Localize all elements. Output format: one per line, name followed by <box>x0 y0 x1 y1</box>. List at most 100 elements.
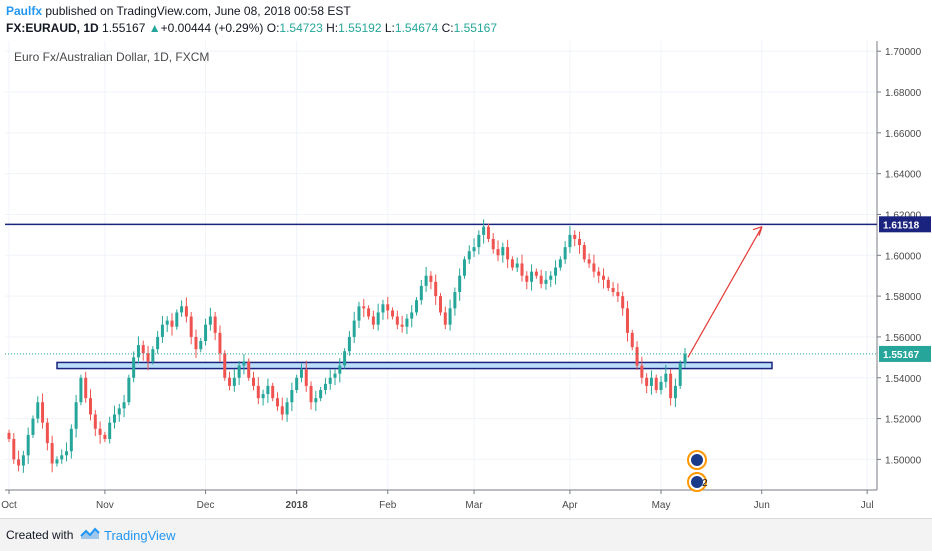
candle-body <box>17 459 21 466</box>
candle-body <box>520 263 524 276</box>
price-chart[interactable]: 1.50000 1.52000 1.54000 1.56000 1.58000 1.600… <box>0 38 932 518</box>
candle-body <box>649 377 653 386</box>
resistance-price-tag <box>879 216 931 233</box>
candle-body <box>578 238 582 246</box>
y-tick-label: 1.52000 <box>885 415 922 426</box>
candle-body <box>232 377 236 386</box>
candle-body <box>180 306 184 313</box>
candle-body <box>568 234 572 248</box>
candle-body <box>156 336 160 350</box>
candle-body <box>84 377 88 399</box>
y-tick-label: 1.68000 <box>885 88 922 99</box>
candle-body <box>530 271 534 282</box>
x-tick-label: Mar <box>465 500 483 511</box>
x-tick-label: Jun <box>754 500 770 511</box>
candle-body <box>554 267 558 276</box>
candle-body <box>625 308 629 333</box>
candle-body <box>611 287 615 293</box>
candle-body <box>93 414 97 429</box>
candle-body <box>160 324 164 337</box>
candle-body <box>664 373 668 382</box>
candle-body <box>448 308 452 325</box>
candle-body <box>429 275 433 282</box>
candle-body <box>204 324 208 342</box>
candle-body <box>112 414 116 423</box>
candle-body <box>208 316 212 325</box>
candle-body <box>558 259 562 268</box>
tradingview-logo-icon[interactable] <box>80 526 100 542</box>
candle-body <box>218 332 222 354</box>
candle-body <box>683 353 687 364</box>
author-link[interactable]: Paulfx <box>6 4 43 18</box>
candle-body <box>21 455 25 466</box>
y-tick-label: 1.62000 <box>885 210 922 221</box>
candle-body <box>55 459 59 464</box>
support-zone <box>56 361 773 370</box>
candle-body <box>223 353 227 378</box>
candle-body <box>405 318 409 327</box>
low-value: 1.54674 <box>394 21 439 35</box>
candle-body <box>184 306 188 317</box>
candle-body <box>347 336 351 352</box>
candle-body <box>228 377 232 386</box>
candle-body <box>482 226 486 235</box>
y-tick-label: 1.64000 <box>885 170 922 181</box>
candle-body <box>443 312 447 325</box>
candle-body <box>31 418 35 435</box>
candle-body <box>266 385 270 395</box>
event-count-badge: 2 <box>702 478 708 489</box>
candle-body <box>213 316 217 333</box>
x-tick-label: 2018 <box>286 500 309 511</box>
candle-body <box>367 308 371 317</box>
y-tick-label: 1.70000 <box>885 47 922 58</box>
candle-body <box>170 320 174 327</box>
candle-body <box>659 381 663 390</box>
chart-header: Paulfx published on TradingView.com, Jun… <box>0 0 932 38</box>
candle-body <box>510 259 514 268</box>
candle-body <box>74 402 78 429</box>
symbol-quote-line: FX:EURAUD, 1D 1.55167 ▲+0.00444 (+0.29%)… <box>6 21 497 35</box>
candle-body <box>573 234 577 239</box>
candle-body <box>299 369 303 378</box>
candle-body <box>79 377 83 403</box>
x-tick-label: Dec <box>197 500 215 511</box>
symbol-name: FX:EURAUD, 1D <box>6 21 99 35</box>
candle-body <box>242 361 246 366</box>
candle-body <box>45 422 49 444</box>
candle-body <box>295 377 299 390</box>
candle-body <box>69 428 73 452</box>
candle-body <box>89 398 93 415</box>
candle-body <box>395 316 399 325</box>
tradingview-brand-link[interactable]: TradingView <box>104 528 176 543</box>
candle-body <box>333 373 337 378</box>
x-tick-label: Feb <box>379 500 397 511</box>
y-tick-label: 1.54000 <box>885 374 922 385</box>
candle-body <box>357 306 361 321</box>
candle-body <box>252 377 256 386</box>
candle-body <box>127 377 131 403</box>
y-tick-label: 1.60000 <box>885 251 922 262</box>
last-price-label: 1.55167 <box>883 350 920 361</box>
projection-arrow <box>687 226 763 358</box>
candle-body <box>275 398 279 407</box>
candle-body <box>146 353 150 362</box>
candle-body <box>328 377 332 384</box>
candle-body <box>654 377 658 390</box>
candle-body <box>290 389 294 403</box>
candle-body <box>371 316 375 325</box>
candle-body <box>117 408 121 415</box>
candle-body <box>323 383 327 390</box>
candle-body <box>630 332 634 348</box>
candle-body <box>486 226 490 239</box>
candle-body <box>458 275 462 293</box>
candle-body <box>280 406 284 415</box>
candle-body <box>304 369 308 386</box>
x-tick-label: Jul <box>861 500 874 511</box>
y-tick-label: 1.50000 <box>885 455 922 466</box>
open-value: 1.54723 <box>279 21 323 35</box>
candle-body <box>194 336 198 350</box>
candle-body <box>673 385 677 399</box>
candle-body <box>141 345 145 354</box>
x-tick-label: May <box>652 500 671 511</box>
plot-area <box>5 41 877 490</box>
